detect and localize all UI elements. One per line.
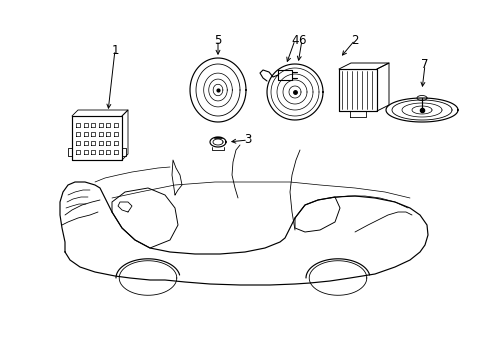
Text: 5: 5 (214, 33, 221, 46)
Text: 7: 7 (420, 58, 428, 72)
Text: 2: 2 (350, 33, 358, 46)
Text: 3: 3 (244, 134, 251, 147)
Text: 6: 6 (298, 33, 305, 46)
Text: 4: 4 (291, 33, 298, 46)
Text: 1: 1 (111, 44, 119, 57)
